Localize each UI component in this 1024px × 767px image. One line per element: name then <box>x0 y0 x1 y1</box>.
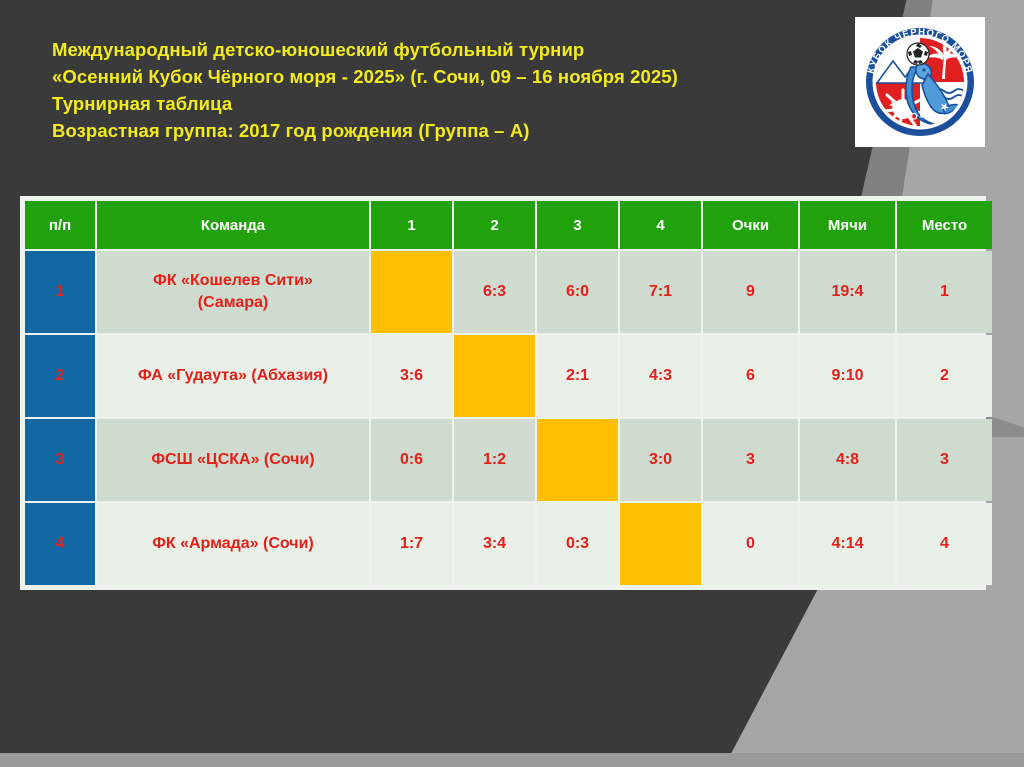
row-number: 3 <box>25 419 95 501</box>
points-value: 6 <box>703 335 798 417</box>
result-vs-3: 0:3 <box>537 503 618 585</box>
place-value: 2 <box>897 335 992 417</box>
title-line-2: «Осенний Кубок Чёрного моря - 2025» (г. … <box>52 66 678 87</box>
place-value: 4 <box>897 503 992 585</box>
result-vs-4: 4:3 <box>620 335 701 417</box>
result-vs-4: 3:0 <box>620 419 701 501</box>
table-row: 3 ФСШ «ЦСКА» (Сочи) 0:6 1:2 3:0 3 4:8 3 <box>25 419 992 501</box>
result-vs-3: 2:1 <box>537 335 618 417</box>
place-value: 1 <box>897 251 992 333</box>
team-name: ФК «Кошелев Сити» (Самара) <box>97 251 369 333</box>
column-header-opponent-3: 3 <box>537 201 618 249</box>
self-cell <box>454 335 535 417</box>
title-line-3: Турнирная таблица <box>52 93 233 114</box>
result-vs-3: 6:0 <box>537 251 618 333</box>
team-name: ФСШ «ЦСКА» (Сочи) <box>97 419 369 501</box>
points-value: 9 <box>703 251 798 333</box>
column-header-place: Место <box>897 201 992 249</box>
row-number: 4 <box>25 503 95 585</box>
team-name: ФК «Армада» (Сочи) <box>97 503 369 585</box>
self-cell <box>620 503 701 585</box>
column-header-goals: Мячи <box>800 201 895 249</box>
result-vs-1: 3:6 <box>371 335 452 417</box>
result-vs-2: 6:3 <box>454 251 535 333</box>
row-number: 1 <box>25 251 95 333</box>
points-value: 0 <box>703 503 798 585</box>
points-value: 3 <box>703 419 798 501</box>
row-number: 2 <box>25 335 95 417</box>
self-cell <box>537 419 618 501</box>
title-line-4: Возрастная группа: 2017 год рождения (Гр… <box>52 120 530 141</box>
goals-value: 4:8 <box>800 419 895 501</box>
team-name-line-1: ФСШ «ЦСКА» (Сочи) <box>151 451 315 468</box>
goals-value: 4:14 <box>800 503 895 585</box>
standings-table-body: 1 ФК «Кошелев Сити» (Самара) 6:3 6:0 7:1… <box>25 251 992 585</box>
black-sea-cup-emblem-icon: КУБОК ЧЕРНОГО МОРЯ ★ СОЧИ ★ <box>855 17 985 147</box>
team-name-line-2: (Самара) <box>197 294 269 311</box>
background-bottom-strip <box>0 753 1024 767</box>
table-header-row: п/п Команда 1 2 3 4 Очки Мячи Место <box>25 201 992 249</box>
result-vs-2: 1:2 <box>454 419 535 501</box>
goals-value: 9:10 <box>800 335 895 417</box>
title-line-1: Международный детско-юношеский футбольны… <box>52 39 585 60</box>
column-header-number: п/п <box>25 201 95 249</box>
table-row: 1 ФК «Кошелев Сити» (Самара) 6:3 6:0 7:1… <box>25 251 992 333</box>
team-name: ФА «Гудаута» (Абхазия) <box>97 335 369 417</box>
team-name-line-1: ФК «Армада» (Сочи) <box>152 535 314 552</box>
column-header-opponent-4: 4 <box>620 201 701 249</box>
goals-value: 19:4 <box>800 251 895 333</box>
result-vs-1: 0:6 <box>371 419 452 501</box>
team-name-line-1: ФА «Гудаута» (Абхазия) <box>138 367 328 384</box>
standings-table-container: п/п Команда 1 2 3 4 Очки Мячи Место 1 ФК… <box>20 196 992 590</box>
table-row: 2 ФА «Гудаута» (Абхазия) 3:6 2:1 4:3 6 9… <box>25 335 992 417</box>
column-header-opponent-2: 2 <box>454 201 535 249</box>
tournament-logo: КУБОК ЧЕРНОГО МОРЯ ★ СОЧИ ★ <box>855 17 985 147</box>
standings-table: п/п Команда 1 2 3 4 Очки Мячи Место 1 ФК… <box>23 199 994 587</box>
result-vs-2: 3:4 <box>454 503 535 585</box>
team-name-line-1: ФК «Кошелев Сити» <box>153 272 313 289</box>
self-cell <box>371 251 452 333</box>
column-header-opponent-1: 1 <box>371 201 452 249</box>
result-vs-1: 1:7 <box>371 503 452 585</box>
table-row: 4 ФК «Армада» (Сочи) 1:7 3:4 0:3 0 4:14 … <box>25 503 992 585</box>
place-value: 3 <box>897 419 992 501</box>
slide-title-block: Международный детско-юношеский футбольны… <box>52 36 812 144</box>
column-header-points: Очки <box>703 201 798 249</box>
column-header-team: Команда <box>97 201 369 249</box>
result-vs-4: 7:1 <box>620 251 701 333</box>
